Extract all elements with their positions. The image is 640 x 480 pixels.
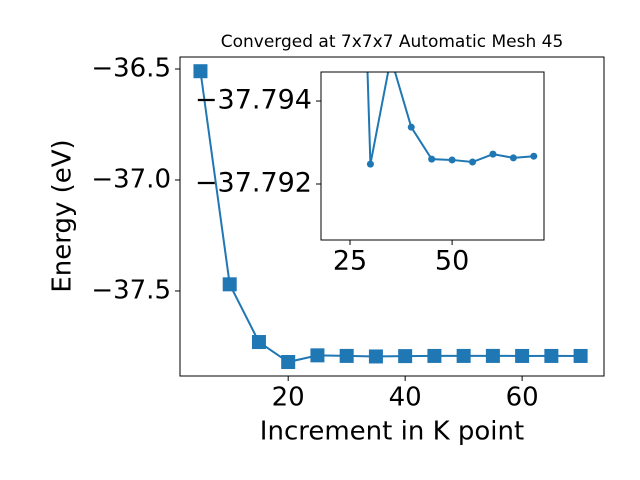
marker — [530, 152, 538, 160]
marker — [428, 155, 436, 163]
chart-title: Converged at 7x7x7 Automatic Mesh 45 — [221, 32, 564, 52]
marker — [469, 158, 477, 166]
marker — [427, 348, 442, 363]
marker — [515, 348, 530, 363]
marker — [448, 156, 456, 164]
plot-area — [366, 54, 538, 168]
x-tick-label: 60 — [506, 383, 539, 413]
marker — [456, 348, 471, 363]
marker — [509, 154, 517, 162]
marker — [281, 355, 296, 370]
marker — [368, 349, 383, 364]
x-tick-label: 20 — [272, 383, 305, 413]
marker — [193, 64, 208, 79]
marker — [489, 150, 497, 158]
axes-frame — [179, 56, 605, 377]
x-tick-label: 40 — [389, 383, 422, 413]
plot-area — [193, 64, 588, 370]
marker — [251, 335, 266, 350]
x-tick-label: 50 — [435, 246, 469, 277]
marker — [387, 54, 394, 61]
x-axis-label: Increment in K point — [260, 417, 524, 447]
marker — [398, 349, 413, 364]
marker — [222, 277, 237, 292]
y-tick-label: −37.792 — [195, 168, 312, 199]
y-tick-label: −36.5 — [91, 53, 171, 83]
marker — [310, 348, 325, 363]
y-tick-label: −37.0 — [91, 164, 171, 194]
marker — [407, 123, 415, 131]
series-line — [366, 72, 534, 165]
y-axis-label: Energy (eV) — [48, 139, 78, 292]
marker — [544, 348, 559, 363]
y-tick-label: −37.5 — [91, 275, 171, 305]
axes-frame — [320, 71, 545, 241]
marker — [573, 348, 588, 363]
marker — [339, 348, 354, 363]
marker — [485, 348, 500, 363]
x-tick-label: 25 — [333, 246, 367, 277]
marker — [366, 160, 374, 168]
y-tick-label: −37.794 — [195, 85, 312, 116]
